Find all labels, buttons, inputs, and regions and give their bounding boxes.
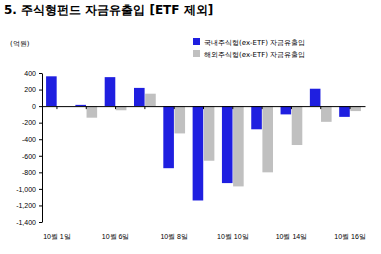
y-tick-label: -1,400	[16, 219, 36, 226]
y-tick-label: -800	[22, 169, 36, 176]
legend-item: 해외주식형(ex-ETF) 자금유출입	[193, 50, 305, 59]
bar	[105, 77, 116, 106]
y-tick-mark	[39, 106, 42, 107]
y-tick-mark	[39, 139, 42, 140]
x-axis: 10월 1일 10월 6일 10월 8일 10월 10일 10월 14일 10월 16일	[43, 106, 366, 240]
bar	[163, 106, 174, 168]
y-tick-mark	[39, 189, 42, 190]
x-tick-mark	[232, 106, 233, 109]
y-tick-mark	[39, 172, 42, 173]
y-tick-mark	[39, 123, 42, 124]
legend-swatch	[193, 38, 200, 45]
series	[87, 94, 361, 187]
bar	[251, 106, 262, 129]
x-tick-mark	[291, 106, 292, 109]
x-tick	[86, 106, 87, 109]
bar	[233, 106, 244, 186]
y-label: (억원)	[10, 40, 30, 48]
x-tick-label: 10월 6일	[102, 233, 130, 240]
bar	[75, 105, 86, 106]
x-tick: 10월 10일	[217, 106, 249, 240]
x-tick-mark	[350, 106, 351, 109]
bar	[87, 106, 98, 118]
bar	[134, 88, 145, 106]
x-tick-mark	[174, 106, 175, 109]
x-tick-mark	[144, 106, 145, 109]
y-tick-label: -1,200	[16, 202, 36, 209]
x-tick	[262, 106, 263, 109]
y-tick-mark	[39, 73, 42, 74]
title: 5. 주식형펀드 자금유출입 [ETF 제외]	[4, 3, 213, 17]
x-tick-mark	[203, 106, 204, 109]
bar	[145, 94, 156, 106]
y-tick: 200	[24, 86, 42, 93]
x-tick-label: 10월 1일	[43, 233, 71, 240]
x-tick-mark	[262, 106, 263, 109]
x-tick-mark	[86, 106, 87, 109]
bar	[193, 106, 204, 200]
y-axis-line	[42, 74, 43, 223]
x-tick: 10월 1일	[43, 106, 71, 240]
y-tick-mark	[39, 205, 42, 206]
y-tick: -600	[22, 153, 42, 160]
x-tick-mark	[56, 106, 57, 109]
x-tick-mark	[115, 106, 116, 109]
legend-item: 국내주식형(ex-ETF) 자금유출입	[193, 38, 305, 47]
x-tick-label: 10월 8일	[160, 233, 188, 240]
bars	[46, 76, 361, 200]
y-tick: -1,000	[16, 186, 42, 193]
y-tick-label: -400	[22, 136, 36, 143]
y-tick-label: 0	[32, 103, 36, 110]
y-tick-label: 200	[24, 86, 36, 93]
y-tick: 0	[32, 103, 42, 110]
x-tick: 10월 14일	[276, 106, 308, 240]
x-tick: 10월 16일	[334, 106, 366, 240]
bar	[310, 89, 321, 106]
legend-swatch	[193, 50, 200, 57]
x-tick	[203, 106, 204, 109]
legend-label: 해외주식형(ex-ETF) 자금유출입	[204, 51, 305, 59]
x-tick-label: 10월 10일	[217, 233, 249, 240]
x-tick: 10월 8일	[160, 106, 188, 240]
y-tick-label: 400	[24, 70, 36, 77]
legend-label: 국내주식형(ex-ETF) 자금유출입	[204, 39, 305, 47]
y-tick: -400	[22, 136, 42, 143]
y-tick-label: -600	[22, 153, 36, 160]
x-tick	[320, 106, 321, 109]
bar	[339, 106, 350, 117]
bar	[281, 106, 292, 114]
bar	[46, 76, 57, 106]
bar	[174, 106, 185, 133]
bar	[321, 106, 332, 122]
y-tick: 400	[24, 70, 42, 77]
y-tick: -200	[22, 119, 42, 126]
bar	[262, 106, 273, 172]
y-tick-mark	[39, 156, 42, 157]
x-tick: 10월 6일	[102, 106, 130, 240]
y-axis: 400 200 0 -200 -400 -600 -800 -1,000 -1,200 -1,40…	[16, 70, 42, 226]
x-tick	[144, 106, 145, 109]
y-tick-mark	[39, 222, 42, 223]
y-tick-label: -1,000	[16, 186, 36, 193]
y-tick-mark	[39, 90, 42, 91]
y-tick: -1,200	[16, 202, 42, 209]
bar	[222, 106, 233, 183]
bar	[204, 106, 215, 161]
x-tick-label: 10월 16일	[334, 233, 366, 240]
y-tick: -800	[22, 169, 42, 176]
y-tick-label: -200	[22, 119, 36, 126]
x-tick-label: 10월 14일	[276, 233, 308, 240]
y-tick: -1,400	[16, 219, 42, 226]
bar	[292, 106, 303, 145]
series	[46, 76, 350, 200]
legend: 국내주식형(ex-ETF) 자금유출입해외주식형(ex-ETF) 자금유출입	[193, 38, 305, 59]
chart: 5. 주식형펀드 자금유출입 [ETF 제외] (억원) 400 200 0 -200 -4…	[0, 0, 381, 254]
x-tick-mark	[320, 106, 321, 109]
